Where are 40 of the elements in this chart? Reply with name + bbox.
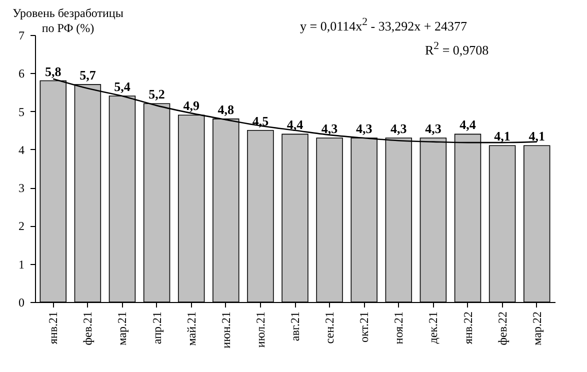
data-label: 5,8 [45,64,62,79]
data-label: 5,4 [114,79,131,94]
x-tick-label: янв.22 [460,312,475,344]
data-label: 4,3 [390,120,408,136]
text: y = 0,0114x$^{2}$ - 33,292x + 24377 [300,16,467,34]
x-tick-label: фев.22 [495,312,510,346]
x-tick-label: апр.21 [150,312,164,344]
y-tick-label: 5 [18,104,24,119]
y-tick-label: 1 [18,257,24,272]
data-label: 5,2 [148,86,165,102]
x-tick-label: мар.22 [530,312,544,346]
data-label: 4,3 [356,120,373,136]
x-tick-label: май.21 [184,312,198,346]
x-tick-label: фев.21 [80,312,95,346]
data-label: 4,3 [425,120,442,136]
x-tick-label: дек.21 [426,312,440,344]
data-label: 4,9 [183,98,200,114]
y-tick-label: 0 [18,296,24,310]
data-label: 4,8 [218,102,235,117]
x-tick-label: июл.21 [253,312,268,348]
annotation: R$^{2}$ = 0,9708 [425,40,489,58]
x-tick-label: мар.21 [115,312,130,346]
x-tick-label: янв.21 [46,312,60,344]
data-label: 4,5 [252,113,270,128]
x-tick-label: июн.21 [218,312,233,348]
y-tick-label: 6 [18,66,24,81]
x-tick-label: окт.21 [357,312,372,343]
data-label: 4,1 [494,128,510,144]
y-tick-label: 7 [18,28,24,42]
y-tick-label: 4 [18,142,24,157]
data-label: 4,4 [286,117,304,132]
data-label: 4,1 [528,128,545,144]
data-label: 4,3 [321,120,338,136]
y-tick-label: 3 [18,181,24,196]
data-label: 4,4 [460,117,476,132]
data-label: 5,7 [80,68,96,83]
x-tick-label: ноя.21 [392,312,406,344]
y-tick-label: 2 [18,219,24,234]
x-tick-label: сен.21 [322,312,337,344]
x-tick-label: авг.21 [288,312,302,342]
